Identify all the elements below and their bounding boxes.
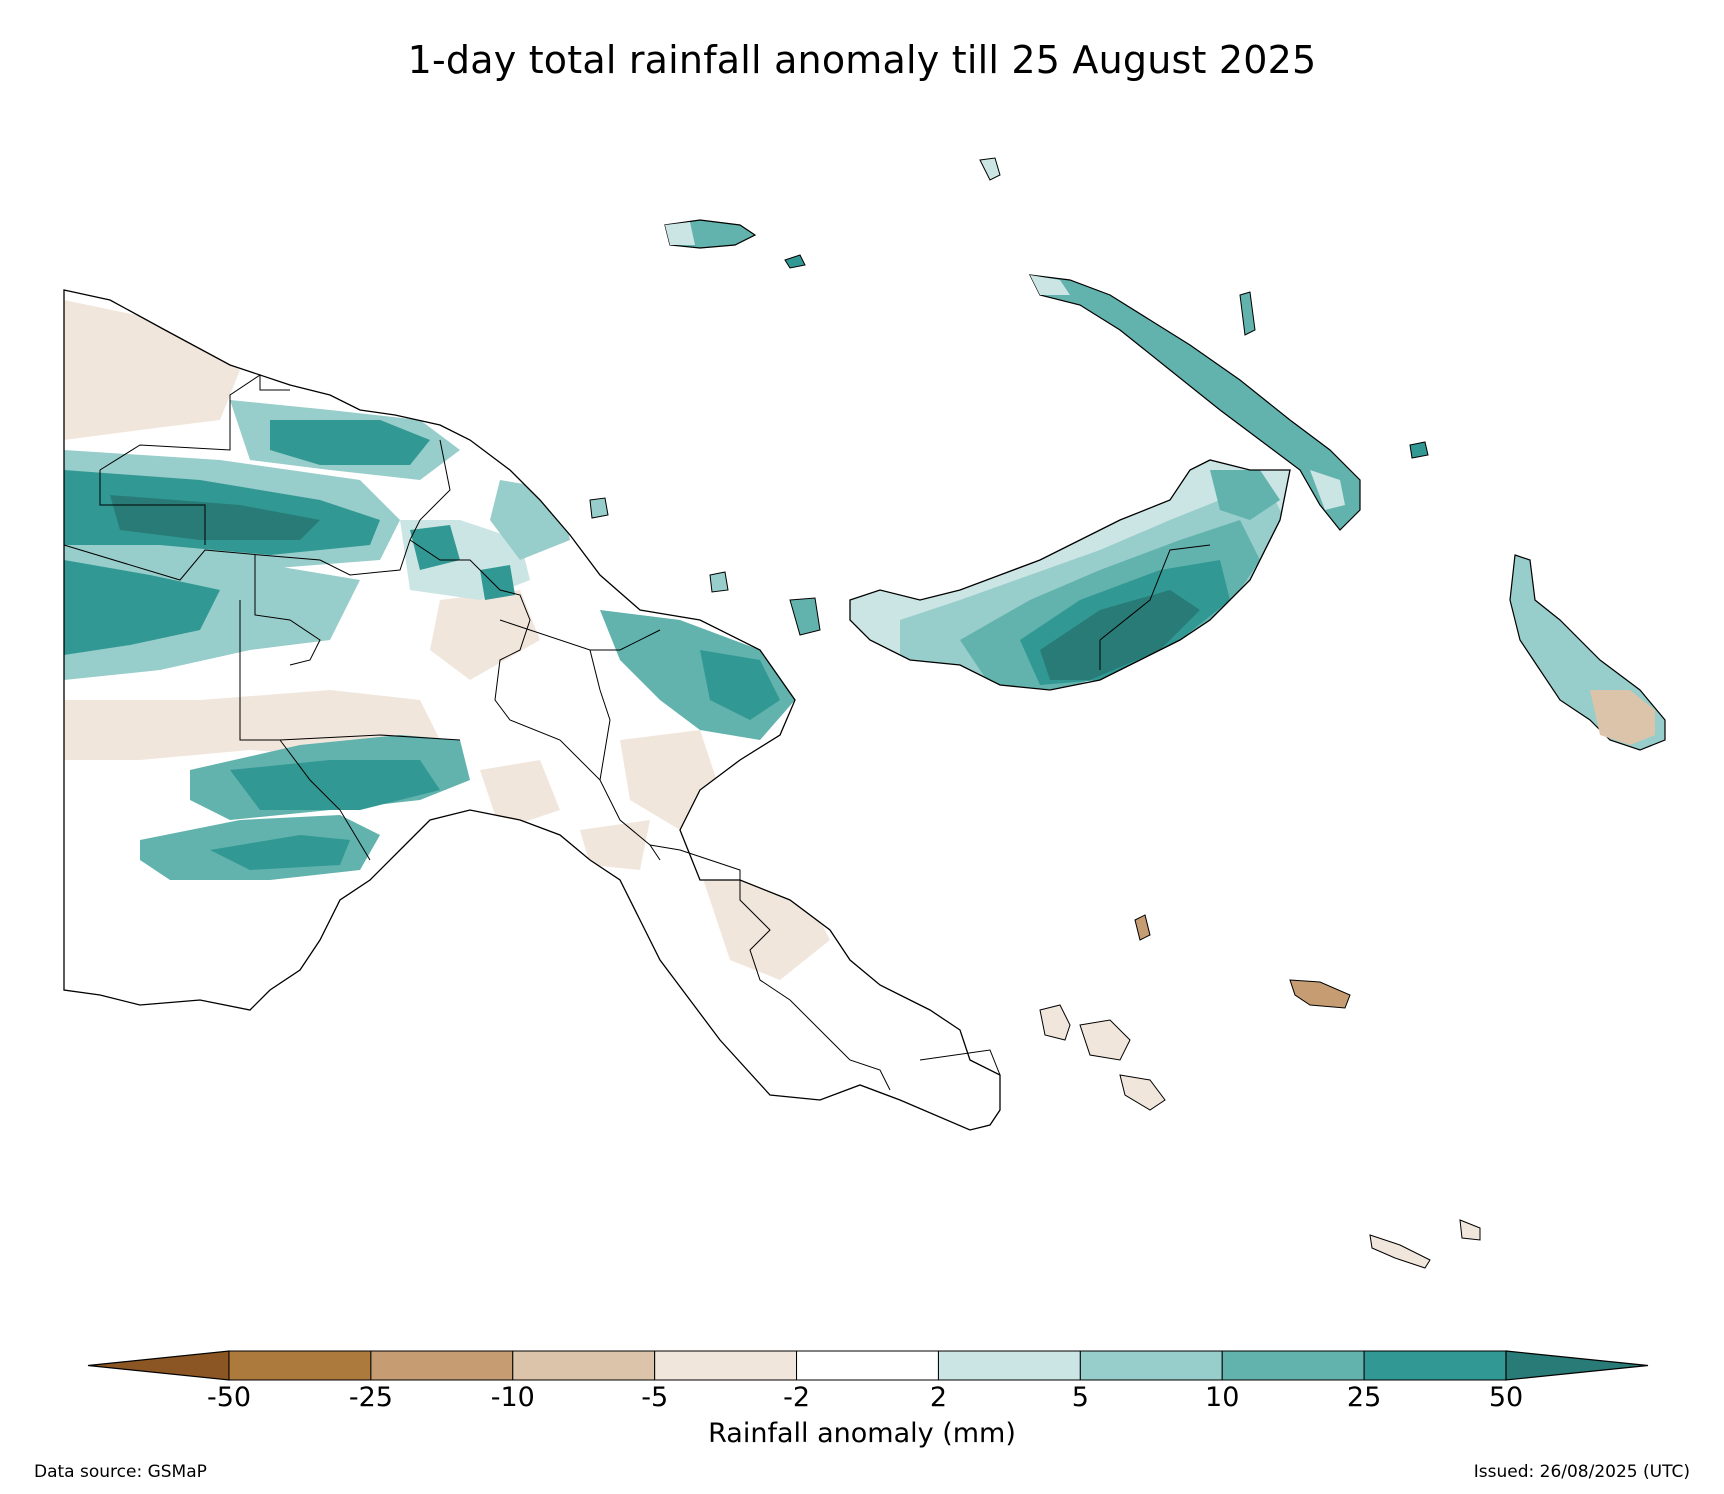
mainland-coastline — [63, 289, 1001, 1131]
new-britain-coastline — [849, 459, 1291, 691]
colorbar-segment — [1079, 1350, 1223, 1381]
province-boundaries — [63, 374, 1001, 1091]
colorbar-segment — [512, 1350, 656, 1381]
colorbar-tick-label: 10 — [1205, 1382, 1240, 1413]
colorbar-tick-label: -50 — [206, 1382, 252, 1413]
small-island-north-new-ireland — [979, 157, 1001, 181]
map-title: 1-day total rainfall anomaly till 25 Aug… — [407, 38, 1317, 82]
colorbar-segment — [370, 1350, 514, 1381]
new-ireland-tip-fill — [1030, 275, 1070, 295]
milne-bay-island-1 — [1039, 1004, 1071, 1041]
small-island-long — [709, 571, 729, 593]
colorbar-segment — [937, 1350, 1081, 1381]
bougainville-dry-patch — [1590, 690, 1655, 745]
colorbar-tick-label: -25 — [348, 1382, 393, 1413]
sudest-island — [1369, 1234, 1431, 1269]
colorbar-tick-label: -2 — [783, 1382, 811, 1413]
colorbar-segment — [228, 1350, 372, 1381]
colorbar-tick-label: 25 — [1346, 1382, 1382, 1413]
data-source-note: Data source: GSMaP — [34, 1462, 207, 1482]
new-ireland-south-fill — [1310, 470, 1345, 510]
milne-bay-island-3 — [1119, 1074, 1166, 1111]
colorbar-extension-high — [1505, 1350, 1649, 1381]
colorbar-tick-label: 50 — [1488, 1382, 1524, 1413]
colorbar-tick-label: 2 — [929, 1382, 948, 1413]
woodlark-island — [1289, 979, 1351, 1009]
colorbar-tick-label: -10 — [490, 1382, 535, 1413]
small-island-trobriand — [1134, 914, 1151, 941]
colorbar-segment — [1221, 1350, 1365, 1381]
small-island-karkar — [589, 497, 609, 519]
colorbar-extension-low — [87, 1350, 230, 1381]
manus-island-west-fill — [665, 222, 695, 245]
rossel-island — [1459, 1219, 1481, 1241]
milne-bay-island-2 — [1079, 1019, 1131, 1061]
colorbar-segment — [654, 1350, 798, 1381]
issued-date-note: Issued: 26/08/2025 (UTC) — [1473, 1462, 1690, 1482]
small-island-nissan — [1409, 441, 1429, 459]
colorbar-segment — [796, 1350, 939, 1381]
colorbar-tick-label: 5 — [1071, 1382, 1089, 1413]
colorbar-label: Rainfall anomaly (mm) — [708, 1418, 1016, 1449]
colorbar-tick-label: -5 — [641, 1382, 669, 1413]
small-island-umboi — [789, 597, 821, 636]
small-island-east-manus — [784, 254, 806, 269]
new-britain-province-border — [1099, 544, 1211, 670]
colorbar-segment — [1363, 1350, 1507, 1381]
rainfall-anomaly-map — [63, 157, 1666, 1269]
small-island-new-hanover — [1239, 291, 1256, 336]
